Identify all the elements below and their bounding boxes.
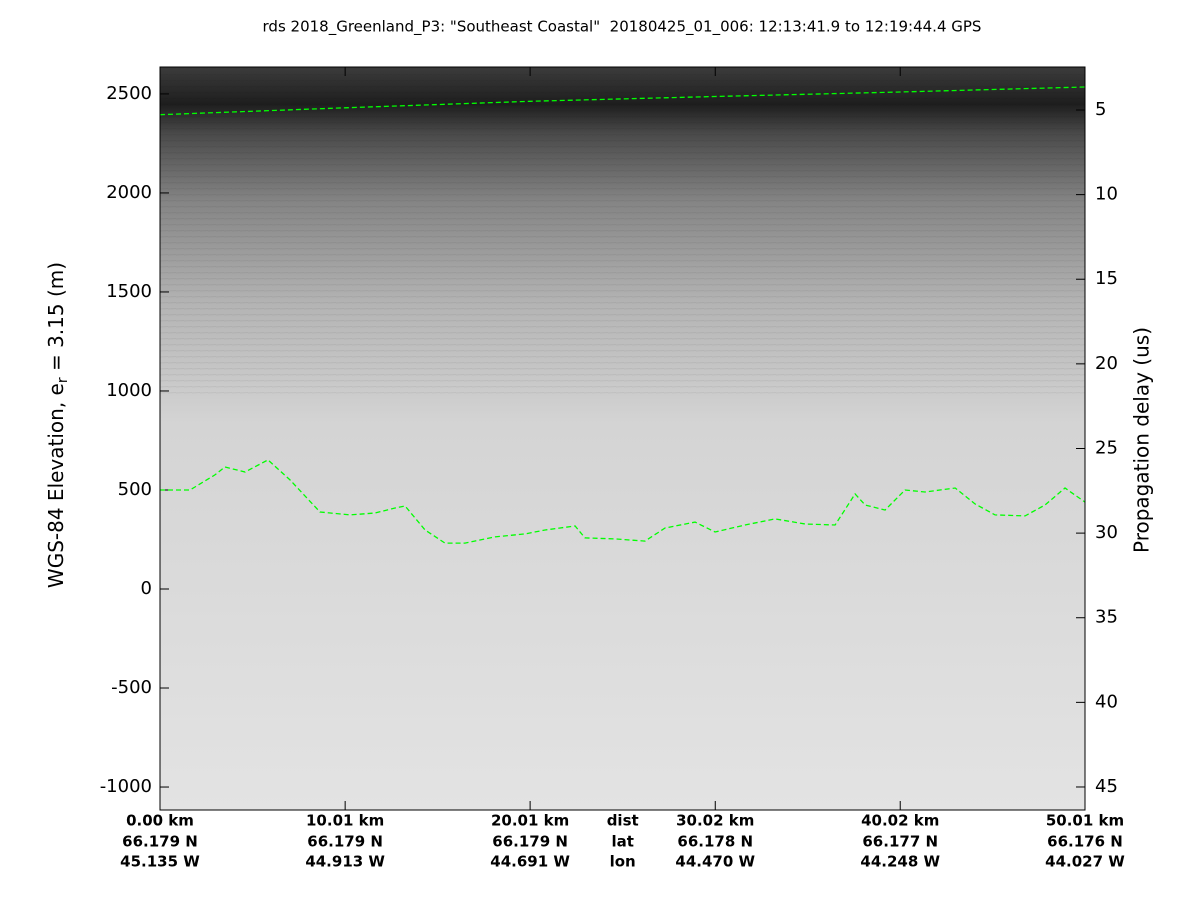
x-tick-lon: 44.248 W	[860, 853, 940, 871]
x-tick-lat: 66.179 N	[122, 833, 198, 851]
x-tick-label: 10.01 km	[306, 812, 384, 830]
x-tick-lat: 66.179 N	[307, 833, 383, 851]
x-tick-lon: 44.027 W	[1045, 853, 1125, 871]
row-label: dist	[607, 812, 639, 830]
y-tick-label: 1500	[106, 281, 152, 302]
y-label-subscript: r	[55, 377, 71, 383]
y2-tick-label: 20	[1095, 353, 1118, 374]
x-tick-lon: 44.913 W	[305, 853, 385, 871]
y-tick-label: 1000	[106, 380, 152, 401]
echogram-layers	[160, 67, 1085, 397]
x-tick-lat: 66.178 N	[677, 833, 753, 851]
y2-tick-label: 45	[1095, 776, 1118, 797]
y-axis-label: WGS-84 Elevation, er = 3.15 (m)	[44, 262, 72, 588]
y-tick-label: -500	[111, 677, 152, 698]
y-tick-label: 2000	[106, 182, 152, 203]
x-tick-label: 40.02 km	[861, 812, 939, 830]
x-tick-lat: 66.177 N	[862, 833, 938, 851]
y-label-suffix: = 3.15 (m)	[44, 262, 68, 377]
y-label-main: WGS-84 Elevation, e	[44, 383, 68, 588]
x-tick-lon: 44.691 W	[490, 853, 570, 871]
y2-tick-label: 30	[1095, 522, 1118, 543]
y2-tick-label: 35	[1095, 607, 1118, 628]
row-label: lon	[610, 853, 636, 871]
chart-title: rds 2018_Greenland_P3: "Southeast Coasta…	[263, 18, 982, 37]
y2-tick-label: 5	[1095, 99, 1106, 120]
y-tick-label: 500	[118, 479, 152, 500]
plot-frame	[159, 66, 1086, 811]
y-tick-label: 0	[141, 578, 152, 599]
plot-layer	[159, 67, 1086, 810]
x-tick-lon: 44.470 W	[675, 853, 755, 871]
x-tick-lon: 45.135 W	[120, 853, 200, 871]
x-tick-label: 30.02 km	[676, 812, 754, 830]
y-tick-label: -1000	[100, 776, 152, 797]
y2-tick-label: 15	[1095, 268, 1118, 289]
x-tick-lat: 66.179 N	[492, 833, 568, 851]
x-tick-lat: 66.176 N	[1047, 833, 1123, 851]
y-tick-label: 2500	[106, 83, 152, 104]
y2-tick-label: 40	[1095, 691, 1118, 712]
y2-axis-label: Propagation delay (us)	[1130, 327, 1154, 553]
layer-pick	[159, 86, 1086, 116]
x-tick-label: 20.01 km	[491, 812, 569, 830]
y2-tick-label: 25	[1095, 437, 1118, 458]
row-label: lat	[611, 833, 633, 851]
layer-pick	[160, 459, 1086, 544]
y2-tick-label: 10	[1095, 184, 1118, 205]
x-tick-label: 0.00 km	[126, 812, 194, 830]
x-tick-label: 50.01 km	[1046, 812, 1124, 830]
